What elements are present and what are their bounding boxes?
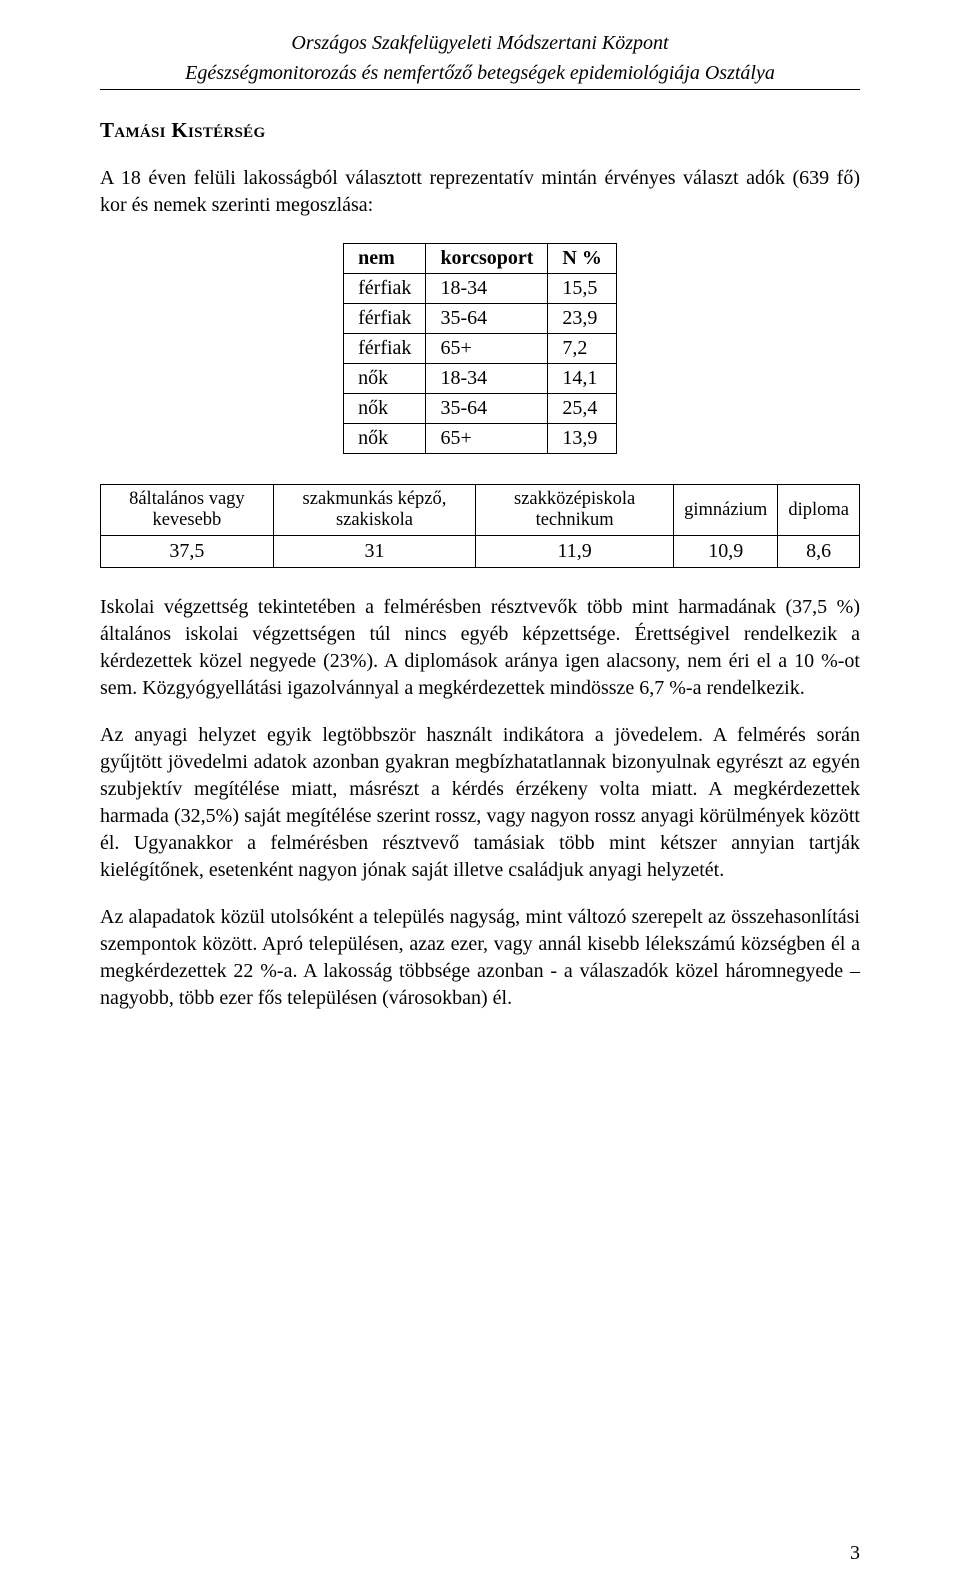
cell-nem: férfiak bbox=[344, 334, 426, 364]
cell-nem: férfiak bbox=[344, 304, 426, 334]
cell-korcsoport: 35-64 bbox=[426, 394, 548, 424]
cell-value: 8,6 bbox=[778, 536, 860, 568]
cell-korcsoport: 65+ bbox=[426, 424, 548, 454]
age-gender-table: nem korcsoport N % férfiak 18-34 15,5 fé… bbox=[343, 243, 617, 454]
cell-value: 31 bbox=[273, 536, 475, 568]
cell-korcsoport: 18-34 bbox=[426, 364, 548, 394]
section-title: Tamási Kistérség bbox=[100, 118, 860, 143]
cell-korcsoport: 35-64 bbox=[426, 304, 548, 334]
cell-value: 7,2 bbox=[548, 334, 616, 364]
cell-value: 25,4 bbox=[548, 394, 616, 424]
col-header-edu-5: diploma bbox=[778, 485, 860, 536]
cell-korcsoport: 65+ bbox=[426, 334, 548, 364]
cell-value: 14,1 bbox=[548, 364, 616, 394]
education-table: 8általános vagy kevesebb szakmunkás képz… bbox=[100, 484, 860, 568]
header-line-1: Országos Szakfelügyeleti Módszertani Köz… bbox=[100, 30, 860, 56]
cell-nem: nők bbox=[344, 364, 426, 394]
table-row: férfiak 35-64 23,9 bbox=[344, 304, 617, 334]
cell-value: 37,5 bbox=[101, 536, 274, 568]
cell-nem: férfiak bbox=[344, 274, 426, 304]
col-header-edu-3: szakközépiskola technikum bbox=[476, 485, 674, 536]
header-line-2: Egészségmonitorozás és nemfertőző betegs… bbox=[100, 62, 860, 90]
cell-value: 10,9 bbox=[674, 536, 778, 568]
table-row: nők 35-64 25,4 bbox=[344, 394, 617, 424]
table-row: 37,5 31 11,9 10,9 8,6 bbox=[101, 536, 860, 568]
cell-value: 13,9 bbox=[548, 424, 616, 454]
intro-paragraph: A 18 éven felüli lakosságból választott … bbox=[100, 165, 860, 219]
table-row: férfiak 65+ 7,2 bbox=[344, 334, 617, 364]
cell-value: 23,9 bbox=[548, 304, 616, 334]
page-number: 3 bbox=[850, 1542, 860, 1565]
document-page: Országos Szakfelügyeleti Módszertani Köz… bbox=[0, 0, 960, 1593]
table-row: nők 65+ 13,9 bbox=[344, 424, 617, 454]
paragraph-income: Az anyagi helyzet egyik legtöbbször hasz… bbox=[100, 722, 860, 884]
cell-value: 15,5 bbox=[548, 274, 616, 304]
col-header-n-percent: N % bbox=[548, 244, 616, 274]
cell-nem: nők bbox=[344, 394, 426, 424]
col-header-korcsoport: korcsoport bbox=[426, 244, 548, 274]
table-row: férfiak 18-34 15,5 bbox=[344, 274, 617, 304]
table-row: nem korcsoport N % bbox=[344, 244, 617, 274]
col-header-edu-2: szakmunkás képző, szakiskola bbox=[273, 485, 475, 536]
table-row: 8általános vagy kevesebb szakmunkás képz… bbox=[101, 485, 860, 536]
col-header-nem: nem bbox=[344, 244, 426, 274]
paragraph-education: Iskolai végzettség tekintetében a felmér… bbox=[100, 594, 860, 702]
paragraph-settlement: Az alapadatok közül utolsóként a települ… bbox=[100, 904, 860, 1012]
table-row: nők 18-34 14,1 bbox=[344, 364, 617, 394]
cell-korcsoport: 18-34 bbox=[426, 274, 548, 304]
cell-nem: nők bbox=[344, 424, 426, 454]
col-header-edu-1: 8általános vagy kevesebb bbox=[101, 485, 274, 536]
col-header-edu-4: gimnázium bbox=[674, 485, 778, 536]
cell-value: 11,9 bbox=[476, 536, 674, 568]
